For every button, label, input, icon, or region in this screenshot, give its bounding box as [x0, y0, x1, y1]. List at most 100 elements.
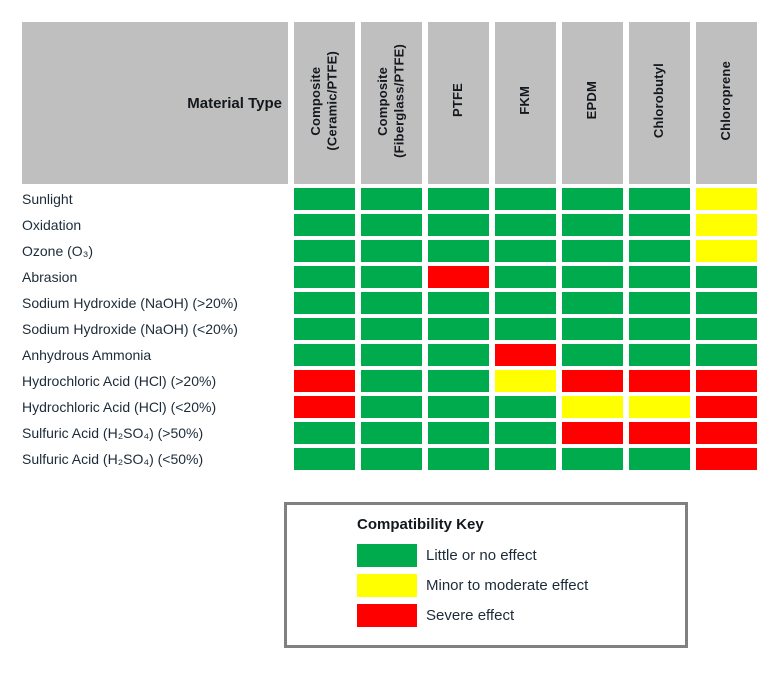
column-header: FKM	[495, 22, 556, 184]
matrix-cell	[562, 214, 623, 236]
column-header: Composite (Ceramic/PTFE)	[294, 22, 355, 184]
matrix-cell	[428, 396, 489, 418]
matrix-cell	[361, 318, 422, 340]
matrix-cell	[495, 292, 556, 314]
matrix-cell	[629, 370, 690, 392]
matrix-cell	[629, 344, 690, 366]
matrix-cell	[696, 448, 757, 470]
matrix-cell	[562, 318, 623, 340]
row-label: Sunlight	[22, 191, 73, 207]
table-row: Sunlight	[22, 188, 757, 210]
legend-item-label: Minor to moderate effect	[426, 577, 589, 594]
row-label: Abrasion	[22, 269, 78, 285]
legend-item: Little or no effect	[357, 544, 685, 567]
column-header-label: EPDM	[584, 81, 600, 120]
column-header-label: PTFE	[450, 83, 466, 118]
table-row: Sulfuric Acid (H₂SO₄) (>50%)	[22, 422, 757, 444]
column-header-label: Composite (Fiberglass/PTFE)	[375, 43, 407, 158]
matrix-cell	[294, 448, 355, 470]
matrix-cell	[696, 266, 757, 288]
matrix-cell	[562, 344, 623, 366]
matrix-cell	[428, 448, 489, 470]
matrix-cell	[562, 188, 623, 210]
matrix-cell	[696, 292, 757, 314]
matrix-cell	[696, 344, 757, 366]
column-header: EPDM	[562, 22, 623, 184]
matrix-cell	[294, 266, 355, 288]
legend-item: Severe effect	[357, 604, 685, 627]
table-row: Sodium Hydroxide (NaOH) (<20%)	[22, 318, 757, 340]
matrix-cell	[428, 240, 489, 262]
matrix-cell	[696, 370, 757, 392]
matrix-cell	[428, 344, 489, 366]
row-label: Ozone (O₃)	[22, 243, 94, 259]
matrix-cell	[361, 188, 422, 210]
matrix-cell	[562, 240, 623, 262]
matrix-cell	[428, 292, 489, 314]
matrix-cell	[696, 318, 757, 340]
matrix-cell	[361, 266, 422, 288]
matrix-cell	[629, 214, 690, 236]
legend-item-label: Severe effect	[426, 607, 515, 624]
table-row: Sodium Hydroxide (NaOH) (>20%)	[22, 292, 757, 314]
matrix-cell	[294, 214, 355, 236]
column-header-label: Chlorobutyl	[651, 62, 667, 139]
matrix-body: Sunlight Oxidation Ozone (O₃) Abrasion Sodiu…	[22, 188, 757, 470]
row-label: Sodium Hydroxide (NaOH) (<20%)	[22, 321, 238, 337]
row-label: Hydrochloric Acid (HCl) (<20%)	[22, 399, 217, 415]
matrix-cell	[495, 396, 556, 418]
matrix-cell	[361, 370, 422, 392]
matrix-cell	[629, 266, 690, 288]
matrix-cell	[294, 292, 355, 314]
matrix-cell	[495, 214, 556, 236]
matrix-cell	[495, 188, 556, 210]
matrix-cell	[562, 266, 623, 288]
column-header: PTFE	[428, 22, 489, 184]
legend-title: Compatibility Key	[357, 516, 484, 533]
matrix-cell	[495, 266, 556, 288]
matrix-cell	[696, 214, 757, 236]
matrix-cell	[562, 370, 623, 392]
matrix-cell	[629, 448, 690, 470]
matrix-cell	[562, 396, 623, 418]
matrix-cell	[428, 318, 489, 340]
matrix-cell	[294, 422, 355, 444]
matrix-cell	[495, 448, 556, 470]
matrix-cell	[696, 188, 757, 210]
table-row: Hydrochloric Acid (HCl) (<20%)	[22, 396, 757, 418]
matrix-cell	[495, 344, 556, 366]
column-header: Chloroprene	[696, 22, 757, 184]
table-row: Sulfuric Acid (H₂SO₄) (<50%)	[22, 448, 757, 470]
material-type-header: Material Type	[22, 22, 288, 184]
column-header-label: Composite (Ceramic/PTFE)	[308, 50, 340, 151]
table-row: Oxidation	[22, 214, 757, 236]
compatibility-key-legend: Compatibility Key Little or no effect Min…	[284, 502, 688, 648]
matrix-cell	[361, 292, 422, 314]
row-label: Sulfuric Acid (H₂SO₄) (<50%)	[22, 451, 204, 467]
column-header-label: FKM	[517, 86, 533, 115]
column-header: Composite (Fiberglass/PTFE)	[361, 22, 422, 184]
compatibility-table: Material Type Composite (Ceramic/PTFE) Co…	[16, 18, 763, 474]
matrix-cell	[495, 422, 556, 444]
matrix-cell	[428, 370, 489, 392]
row-label: Sodium Hydroxide (NaOH) (>20%)	[22, 295, 238, 311]
matrix-cell	[629, 292, 690, 314]
matrix-cell	[294, 188, 355, 210]
table-row: Abrasion	[22, 266, 757, 288]
header-row: Material Type Composite (Ceramic/PTFE) Co…	[22, 22, 757, 184]
matrix-cell	[361, 214, 422, 236]
matrix-cell	[495, 370, 556, 392]
matrix-cell	[294, 396, 355, 418]
column-header-label: Chloroprene	[718, 60, 734, 141]
table-row: Ozone (O₃)	[22, 240, 757, 262]
matrix-cell	[294, 240, 355, 262]
matrix-cell	[562, 448, 623, 470]
matrix-cell	[428, 266, 489, 288]
matrix-cell	[361, 396, 422, 418]
legend-swatch-icon	[357, 544, 417, 567]
matrix-cell	[428, 214, 489, 236]
row-label: Anhydrous Ammonia	[22, 347, 152, 363]
matrix-cell	[629, 318, 690, 340]
matrix-cell	[696, 396, 757, 418]
